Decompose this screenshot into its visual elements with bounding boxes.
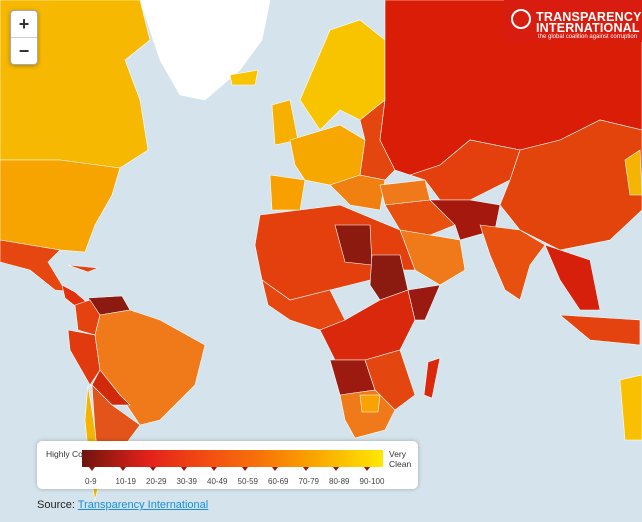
legend-high-label: Very Clean [389, 449, 412, 469]
indonesia [559, 314, 641, 346]
australia [619, 374, 642, 441]
zoom-in-button[interactable]: + [11, 11, 37, 38]
iberia [269, 174, 306, 211]
legend-low-label: Highly Corrupt [46, 449, 101, 459]
china [499, 119, 642, 251]
zoom-controls: + − [10, 10, 38, 65]
east-southern-africa [364, 349, 416, 411]
peru-ecuador [67, 329, 101, 386]
logo-line2: INTERNATIONAL [536, 21, 640, 35]
horn-of-africa [407, 284, 441, 321]
india [479, 224, 546, 301]
legend: Highly Corrupt Very Clean 0-9 10-19 20-29 3… [37, 441, 418, 489]
source-label: Source: [37, 499, 75, 511]
legend-gradient-bar [82, 450, 383, 467]
legend-tick-50-59: 50-59 [238, 467, 282, 486]
western-europe [289, 124, 366, 186]
legend-ticks: 0-9 10-19 20-29 30-39 40-49 50-59 60-69 70-79 80… [82, 467, 384, 489]
legend-tick-70-79: 70-79 [299, 467, 343, 486]
bolivia-paraguay [91, 369, 131, 406]
uk-ireland [271, 99, 299, 146]
botswana [359, 394, 381, 413]
source-line: Source: Transparency International [37, 499, 208, 511]
legend-tick-90-100: 90-100 [360, 467, 404, 486]
madagascar [423, 357, 441, 399]
south-africa [339, 389, 396, 439]
brazil [94, 309, 206, 426]
legend-tick-30-39: 30-39 [177, 467, 221, 486]
legend-tick-80-89: 80-89 [329, 467, 373, 486]
legend-tick-60-69: 60-69 [268, 467, 312, 486]
legend-tick-20-29: 20-29 [146, 467, 190, 486]
southeast-asia [544, 244, 601, 311]
legend-tick-40-49: 40-49 [207, 467, 251, 486]
transparency-international-logo: TRANSPARENCY INTERNATIONAL the global co… [504, 0, 642, 42]
source-link[interactable]: Transparency International [77, 499, 209, 511]
usa [0, 159, 121, 253]
logo-line1: TRANSPARENCY [536, 10, 642, 24]
japan [624, 149, 642, 196]
globe-icon [511, 9, 531, 29]
iceland [229, 69, 259, 86]
legend-tick-10-19: 10-19 [116, 467, 160, 486]
cuba [67, 264, 99, 273]
zoom-out-button[interactable]: − [18, 41, 30, 61]
legend-tick-0-9: 0-9 [85, 467, 129, 486]
greenland [139, 0, 271, 101]
logo-tagline: the global coalition against corruption [538, 34, 638, 40]
